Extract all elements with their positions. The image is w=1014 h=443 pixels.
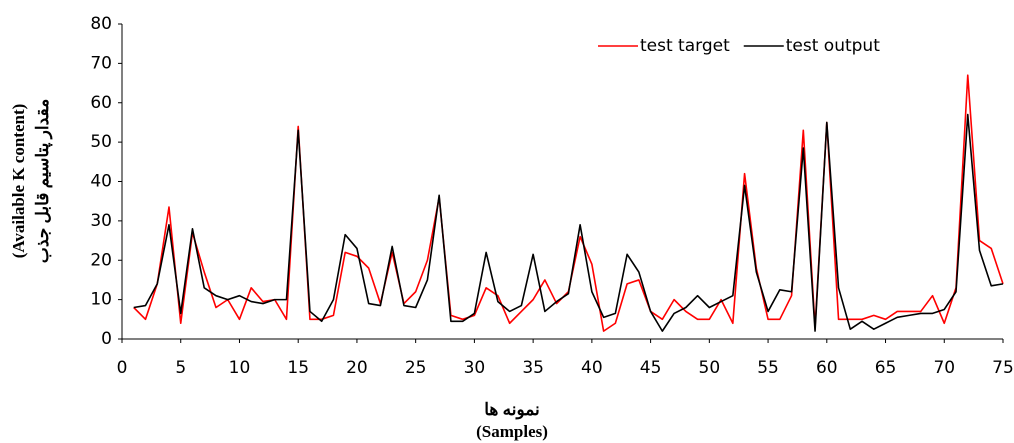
x-tick-label: 5 [175,358,186,378]
x-tick-label: 55 [757,358,779,378]
x-tick-label: 25 [405,358,427,378]
y-tick-label: 20 [90,250,112,270]
legend-label: test target [640,36,730,56]
x-tick-label: 65 [875,358,897,378]
x-tick-label: 0 [117,358,128,378]
x-tick-label: 10 [229,358,251,378]
y-tick-label: 80 [90,14,112,34]
y-tick-label: 60 [90,93,112,113]
x-tick-label: 40 [581,358,603,378]
y-tick-label: 10 [90,290,112,310]
x-tick-label: 20 [346,358,368,378]
y-tick-label: 50 [90,132,112,152]
x-tick-label: 70 [933,358,955,378]
x-axis-title: (Samples) [476,422,548,441]
y-tick-label: 40 [90,172,112,192]
x-tick-label: 50 [699,358,721,378]
y-tick-label: 0 [101,329,112,349]
x-tick-label: 75 [992,358,1014,378]
y-tick-label: 70 [90,53,112,73]
legend-label: test output [786,36,880,56]
x-tick-label: 35 [522,358,544,378]
x-tick-label: 15 [287,358,309,378]
x-tick-label: 30 [464,358,486,378]
series-line [133,113,1004,332]
x-tick-label: 60 [816,358,838,378]
x-tick-label: 45 [640,358,662,378]
y-axis-title: مقدار پتاسیم قابل جذب [33,99,53,263]
y-tick-label: 30 [90,211,112,231]
y-axis-title: (Available K content) [9,104,28,259]
x-axis-title: نمونه ها [484,400,540,420]
